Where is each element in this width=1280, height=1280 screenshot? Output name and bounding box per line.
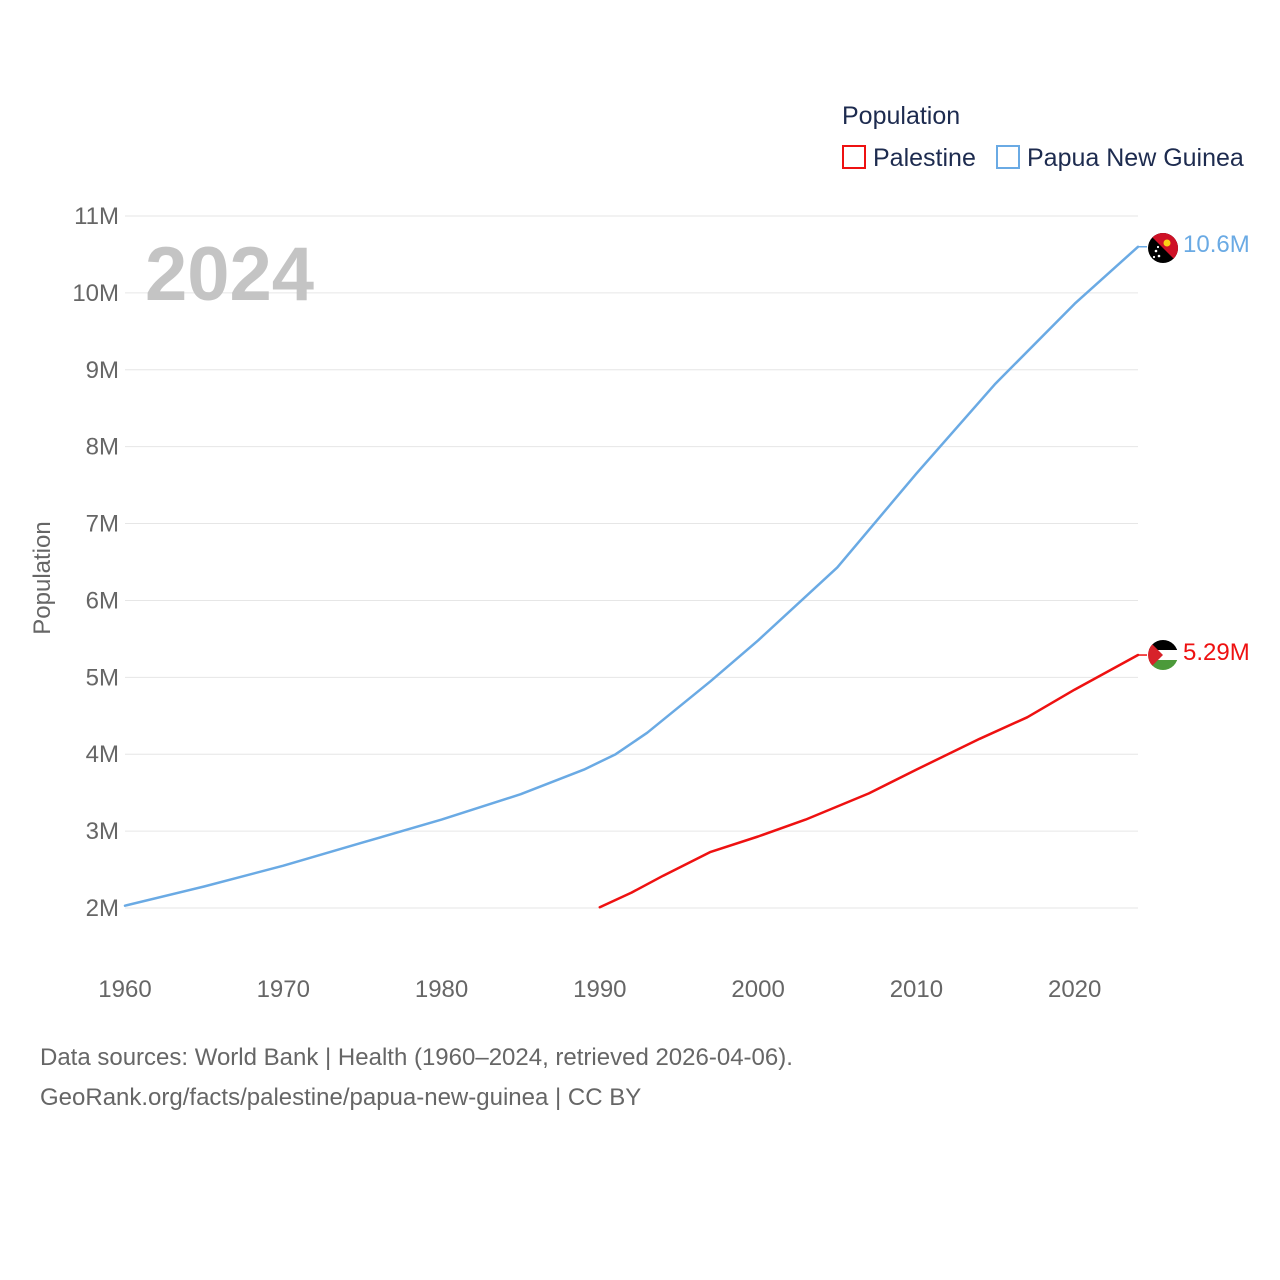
y-tick-label: 7M [86, 511, 119, 538]
papua-new-guinea-flag-icon [1148, 233, 1178, 263]
y-axis-ticks: 2M 3M 4M 5M 6M 7M 8M 9M 10M 11M [72, 203, 119, 922]
end-label-papua-new-guinea: 10.6M [1183, 231, 1250, 258]
series-lines [123, 245, 1147, 909]
x-tick-label: 2020 [1048, 976, 1101, 1003]
y-tick-label: 6M [86, 587, 119, 614]
legend-swatch-palestine [842, 145, 866, 169]
x-axis-ticks: 1960 1970 1980 1990 2000 2010 2020 [98, 976, 1101, 1003]
x-tick-label: 2000 [731, 976, 784, 1003]
x-tick-label: 1990 [573, 976, 626, 1003]
x-tick-label: 2010 [890, 976, 943, 1003]
series-end-labels: 5.29M 10.6M [1183, 231, 1250, 666]
y-tick-label: 9M [86, 357, 119, 384]
y-axis-title: Population [29, 521, 56, 634]
legend-title: Population [842, 102, 960, 130]
footer-sources: Data sources: World Bank | Health (1960–… [40, 1044, 793, 1071]
y-tick-label: 3M [86, 818, 119, 845]
x-tick-label: 1960 [98, 976, 151, 1003]
palestine-flag-icon [1148, 640, 1178, 670]
legend-label-palestine: Palestine [873, 144, 976, 172]
legend: Population Palestine Papua New Guinea [842, 102, 1244, 172]
grid-lines [125, 215, 1138, 909]
series-line-palestine[interactable] [598, 653, 1140, 909]
legend-label-papua-new-guinea: Papua New Guinea [1027, 144, 1244, 172]
y-tick-label: 5M [86, 664, 119, 691]
legend-item-papua-new-guinea[interactable]: Papua New Guinea [996, 144, 1244, 172]
x-tick-label: 1980 [415, 976, 468, 1003]
end-label-palestine: 5.29M [1183, 639, 1250, 666]
y-tick-label: 4M [86, 741, 119, 768]
footer-attribution[interactable]: GeoRank.org/facts/palestine/papua-new-gu… [40, 1084, 642, 1111]
legend-swatch-papua-new-guinea [996, 145, 1020, 169]
y-tick-label: 10M [72, 280, 119, 307]
y-tick-label: 11M [74, 203, 119, 230]
x-tick-label: 1970 [257, 976, 310, 1003]
y-tick-label: 8M [86, 434, 119, 461]
year-label: 2024 [145, 232, 314, 317]
legend-item-palestine[interactable]: Palestine [842, 144, 976, 172]
y-tick-label: 2M [86, 895, 119, 922]
series-line-papua-new-guinea[interactable] [123, 245, 1140, 907]
series-end-markers [1148, 233, 1178, 670]
